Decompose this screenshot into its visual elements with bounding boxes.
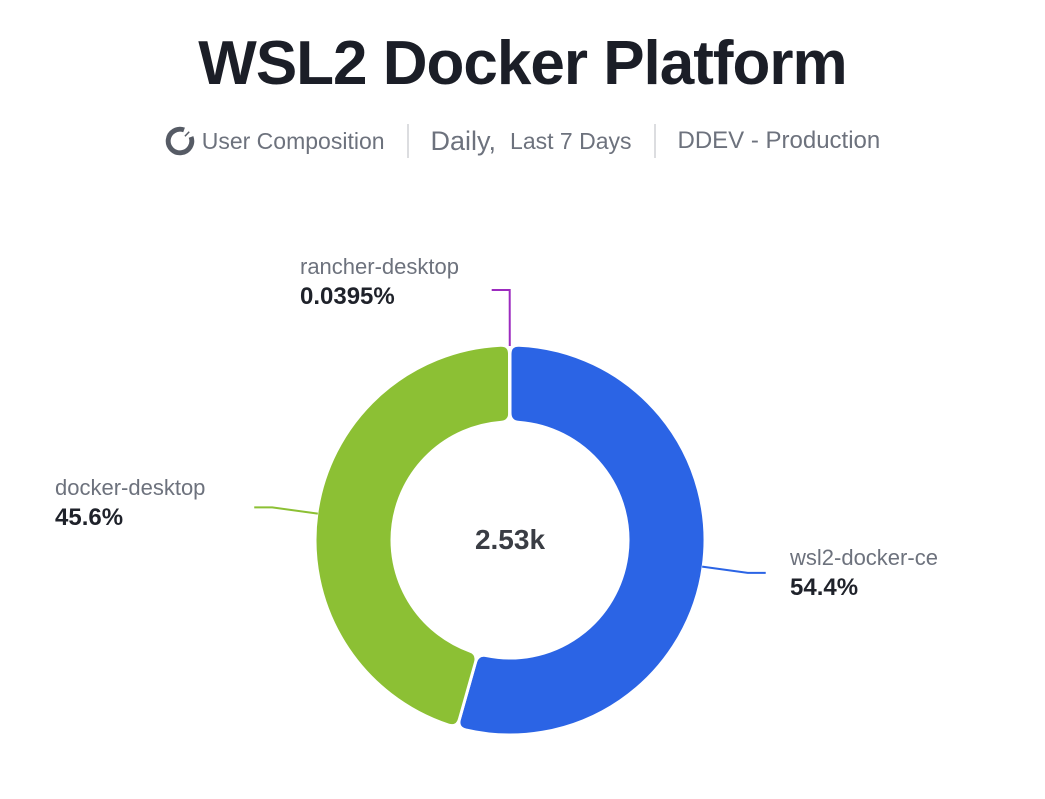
metric-group: User Composition bbox=[165, 126, 385, 156]
slice-label-docker-desktop: docker-desktop 45.6% bbox=[55, 473, 205, 533]
leader-line-rancher-desktop bbox=[491, 289, 511, 347]
slice-name: docker-desktop bbox=[55, 475, 206, 500]
metric-label: User Composition bbox=[201, 127, 385, 154]
slice-label-wsl2-docker-ce: wsl2-docker-ce 54.4% bbox=[790, 543, 938, 603]
period-primary: Daily, bbox=[430, 125, 497, 156]
divider bbox=[653, 124, 656, 158]
slice-name: wsl2-docker-ce bbox=[790, 545, 938, 570]
donut-chart-icon bbox=[165, 126, 194, 156]
donut-segment-wsl2-docker-ce[interactable] bbox=[457, 343, 707, 737]
slice-name: rancher-desktop bbox=[300, 254, 459, 279]
environment-label: DDEV - Production bbox=[677, 127, 881, 154]
leader-line-wsl2-docker-ce bbox=[702, 565, 766, 574]
slice-label-rancher-desktop: rancher-desktop 0.0395% bbox=[300, 252, 459, 312]
period-secondary: Last 7 Days bbox=[510, 127, 632, 154]
slice-percent: 54.4% bbox=[790, 574, 859, 601]
donut-segment-docker-desktop[interactable] bbox=[313, 343, 512, 728]
divider bbox=[406, 124, 409, 158]
leader-line-docker-desktop bbox=[254, 506, 318, 515]
slice-percent: 0.0395% bbox=[300, 283, 395, 310]
page-title: WSL2 Docker Platform bbox=[198, 29, 847, 98]
slice-percent: 45.6% bbox=[55, 504, 124, 531]
period-group: Daily, Last 7 Days bbox=[431, 126, 632, 157]
donut-center-total: 2.53k bbox=[474, 524, 546, 555]
subtitle-bar: User Composition Daily, Last 7 Days DDEV… bbox=[0, 124, 1045, 158]
